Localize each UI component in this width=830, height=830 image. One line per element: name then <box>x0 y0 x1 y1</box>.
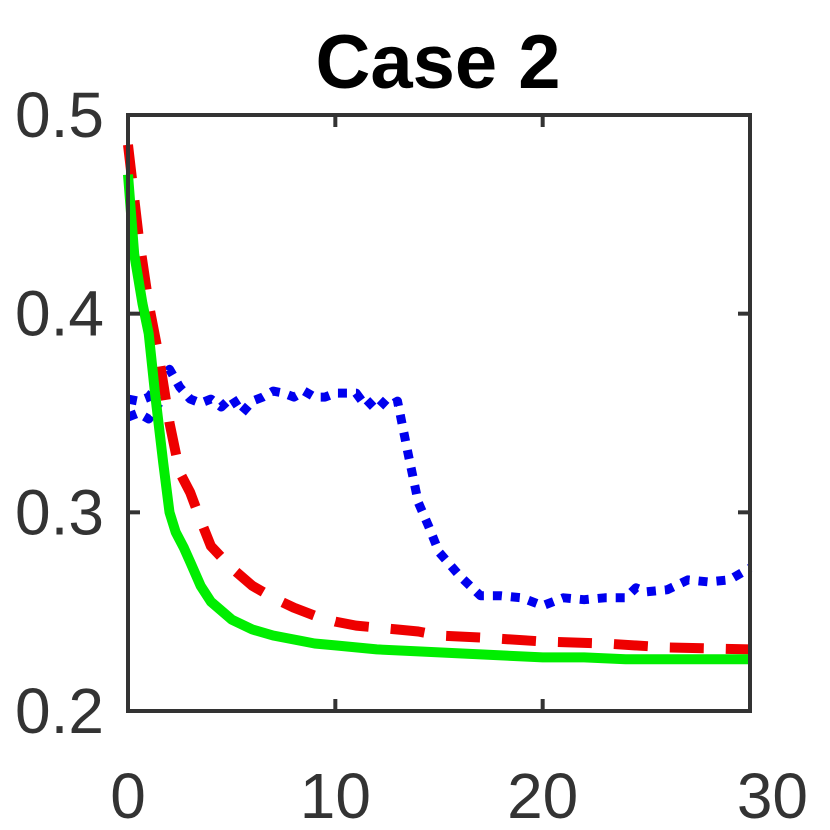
plot-frame <box>126 113 752 713</box>
series-line-3 <box>123 144 751 655</box>
axis-layer: 0 10 20 30 0.2 0.3 0.4 0.5 <box>15 79 808 830</box>
x-tick-label: 30 <box>737 760 808 830</box>
x-tick-label: 10 <box>300 760 371 830</box>
series-line-2 <box>126 400 163 424</box>
y-tick-label: 0.2 <box>15 675 104 747</box>
chart-title: Case 2 <box>315 20 560 105</box>
x-tick-label: 20 <box>507 760 578 830</box>
series-line-4 <box>123 174 750 665</box>
y-tick-label: 0.5 <box>15 79 104 151</box>
x-tick-label: 0 <box>110 760 146 830</box>
series-line-1 <box>127 364 753 611</box>
y-tick-label: 0.4 <box>15 278 104 350</box>
y-tick-label: 0.3 <box>15 476 104 548</box>
series-layer <box>123 144 753 665</box>
